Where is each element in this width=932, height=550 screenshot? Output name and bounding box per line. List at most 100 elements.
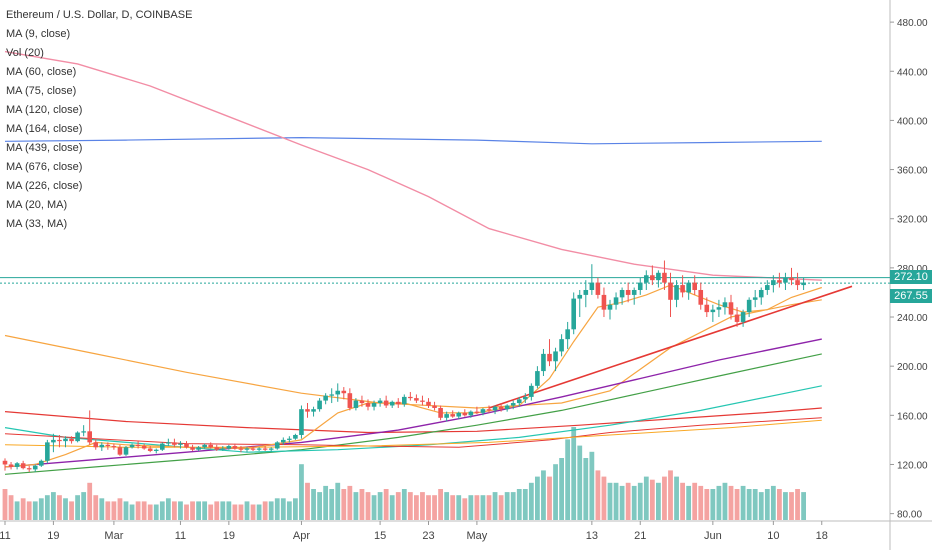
volume-bar xyxy=(625,482,631,520)
volume-bar xyxy=(795,489,800,520)
volume-bar xyxy=(450,495,456,520)
indicator-label[interactable]: MA (20, MA) xyxy=(6,199,68,211)
indicator-label[interactable]: Vol (20) xyxy=(6,47,44,59)
volume-bar xyxy=(746,489,752,520)
volume-bar xyxy=(117,498,123,520)
candle-body xyxy=(692,282,697,290)
volume-bar xyxy=(492,492,498,520)
candle-body xyxy=(160,443,165,450)
volume-bar xyxy=(75,495,80,520)
candle-body xyxy=(220,448,226,450)
candle-body xyxy=(365,403,371,407)
candle-body xyxy=(577,294,583,299)
candle-body xyxy=(765,285,770,290)
indicator-label[interactable]: MA (60, close) xyxy=(6,66,77,78)
volume-bar xyxy=(359,489,365,520)
volume-bar xyxy=(649,479,655,520)
candle-body xyxy=(299,409,304,435)
volume-bar xyxy=(299,464,304,520)
candle-body xyxy=(208,444,213,448)
candle-body xyxy=(625,289,631,295)
candle-body xyxy=(529,385,534,397)
volume-bar xyxy=(553,464,558,520)
volume-bar xyxy=(353,492,359,520)
volume-bar xyxy=(407,492,413,520)
candle-body xyxy=(214,447,220,450)
moving-average-line xyxy=(4,284,822,468)
volume-bar xyxy=(438,489,443,520)
volume-bar xyxy=(516,489,522,520)
indicator-label[interactable]: MA (164, close) xyxy=(6,123,83,135)
candle-body xyxy=(281,439,286,443)
candle-body xyxy=(662,272,667,283)
candle-body xyxy=(166,442,171,444)
candle-body xyxy=(480,409,486,413)
time-tick-label: 18 xyxy=(816,530,828,542)
volume-bar xyxy=(256,504,262,520)
time-tick-label: 11 xyxy=(0,530,11,542)
candle-body xyxy=(123,447,129,455)
time-tick-label: 13 xyxy=(586,530,598,542)
volume-bar xyxy=(619,485,625,520)
candle-body xyxy=(456,412,462,417)
candle-body xyxy=(51,439,56,443)
volume-bar xyxy=(547,476,552,520)
volume-bar xyxy=(63,498,68,520)
candle-body xyxy=(789,277,794,281)
price-tick-label: 480.00 xyxy=(897,18,928,29)
chart-title: Ethereum / U.S. Dollar, D, COINBASE xyxy=(6,9,193,21)
volume-bar xyxy=(577,445,583,520)
time-tick-label: 21 xyxy=(634,530,646,542)
indicator-label[interactable]: MA (75, close) xyxy=(6,85,77,97)
indicator-label[interactable]: MA (439, close) xyxy=(6,142,83,154)
volume-bar xyxy=(274,498,280,520)
candle-body xyxy=(105,444,111,447)
volume-bar xyxy=(329,489,335,520)
candle-body xyxy=(674,285,679,300)
volume-bar xyxy=(305,482,310,520)
candle-body xyxy=(20,463,26,469)
indicator-label[interactable]: MA (33, MA) xyxy=(6,218,68,230)
volume-bar xyxy=(371,495,377,520)
volume-bar xyxy=(710,489,716,520)
candle-body xyxy=(734,314,740,322)
indicator-label[interactable]: MA (120, close) xyxy=(6,104,83,116)
volume-bar xyxy=(238,504,244,520)
candle-body xyxy=(704,304,710,313)
indicator-label[interactable]: MA (676, close) xyxy=(6,161,83,173)
candle-body xyxy=(571,298,576,330)
indicator-label[interactable]: MA (226, close) xyxy=(6,180,83,192)
candle-body xyxy=(468,411,474,416)
moving-average-line xyxy=(4,338,822,468)
indicator-label[interactable]: MA (9, close) xyxy=(6,28,71,40)
candle-body xyxy=(359,400,365,404)
volume-bar xyxy=(8,495,14,520)
volume-bar xyxy=(69,501,74,520)
candle-body xyxy=(117,447,123,455)
candle-body xyxy=(498,406,504,410)
time-tick-label: 19 xyxy=(47,530,59,542)
candle-body xyxy=(81,431,86,433)
time-tick-label: Apr xyxy=(293,530,310,542)
candle-body xyxy=(329,394,334,396)
candle-body xyxy=(492,406,498,411)
candle-body xyxy=(541,353,546,372)
volume-bar xyxy=(26,501,32,520)
candle-body xyxy=(63,438,68,442)
volume-bar xyxy=(716,485,722,520)
time-tick-label: 19 xyxy=(223,530,235,542)
candle-body xyxy=(722,302,728,308)
candle-body xyxy=(795,280,800,286)
volume-bar xyxy=(57,495,62,520)
volume-bar xyxy=(414,495,419,520)
moving-average-line xyxy=(4,385,822,453)
volume-bar xyxy=(293,498,298,520)
price-tick-label: 360.00 xyxy=(897,166,928,177)
candle-body xyxy=(190,447,195,450)
volume-bar xyxy=(432,495,437,520)
candle-body xyxy=(69,438,74,442)
candle-body xyxy=(740,312,746,322)
candle-body xyxy=(583,289,589,295)
volume-bar xyxy=(202,501,208,520)
